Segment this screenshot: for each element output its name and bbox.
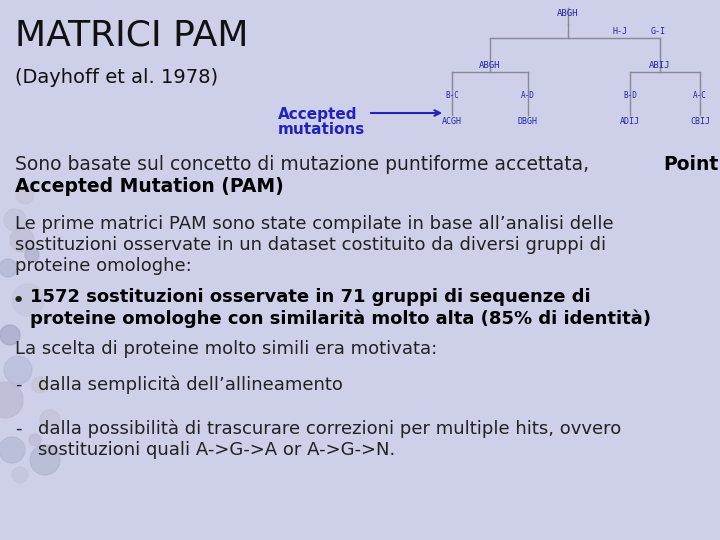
Circle shape [4,356,32,384]
Text: ADIJ: ADIJ [620,117,640,126]
Text: ABGH: ABGH [557,9,579,18]
Text: 1572 sostituzioni osservate in 71 gruppi di sequenze di: 1572 sostituzioni osservate in 71 gruppi… [30,288,590,306]
Text: H-J: H-J [613,27,628,36]
Text: sostituzioni quali A->G->A or A->G->N.: sostituzioni quali A->G->A or A->G->N. [38,441,395,459]
Text: G-I: G-I [650,27,665,36]
Circle shape [0,437,25,463]
Text: -: - [15,420,22,438]
Circle shape [29,434,41,446]
Text: Accepted: Accepted [278,107,358,122]
Text: A-D: A-D [521,91,535,99]
Text: •: • [12,291,25,311]
Circle shape [30,445,60,475]
Circle shape [0,382,23,418]
Circle shape [4,209,26,231]
Text: dalla semplicità dell’allineamento: dalla semplicità dell’allineamento [38,376,343,395]
Circle shape [25,248,39,262]
Text: (Dayhoff et al. 1978): (Dayhoff et al. 1978) [15,68,218,87]
Text: B-C: B-C [445,91,459,99]
Text: sostituzioni osservate in un dataset costituito da diversi gruppi di: sostituzioni osservate in un dataset cos… [15,236,606,254]
Text: DBGH: DBGH [518,117,538,126]
Text: proteine omologhe:: proteine omologhe: [15,257,192,275]
Circle shape [10,228,34,252]
Circle shape [12,467,28,483]
Text: MATRICI PAM: MATRICI PAM [15,18,248,52]
Circle shape [40,410,60,430]
Text: ACGH: ACGH [442,117,462,126]
Circle shape [16,186,34,204]
Circle shape [0,259,17,277]
Text: ABIJ: ABIJ [649,61,671,70]
Text: Sono basate sul concetto di mutazione puntiforme accettata,: Sono basate sul concetto di mutazione pu… [15,155,595,174]
Text: Point: Point [663,155,719,174]
Text: -: - [15,376,22,394]
Text: proteine omologhe con similarità molto alta (85% di identità): proteine omologhe con similarità molto a… [30,309,651,327]
Text: ABGH: ABGH [480,61,500,70]
Text: CBIJ: CBIJ [690,117,710,126]
Text: Le prime matrici PAM sono state compilate in base all’analisi delle: Le prime matrici PAM sono state compilat… [15,215,613,233]
Circle shape [0,325,20,345]
Text: mutations: mutations [278,122,365,137]
Text: dalla possibilità di trascurare correzioni per multiple hits, ovvero: dalla possibilità di trascurare correzio… [38,420,621,438]
Text: Accepted Mutation (PAM): Accepted Mutation (PAM) [15,177,284,196]
Text: A-C: A-C [693,91,707,99]
Circle shape [12,284,44,316]
Text: B-D: B-D [623,91,637,99]
Circle shape [32,377,48,393]
Text: La scelta di proteine molto simili era motivata:: La scelta di proteine molto simili era m… [15,340,437,358]
